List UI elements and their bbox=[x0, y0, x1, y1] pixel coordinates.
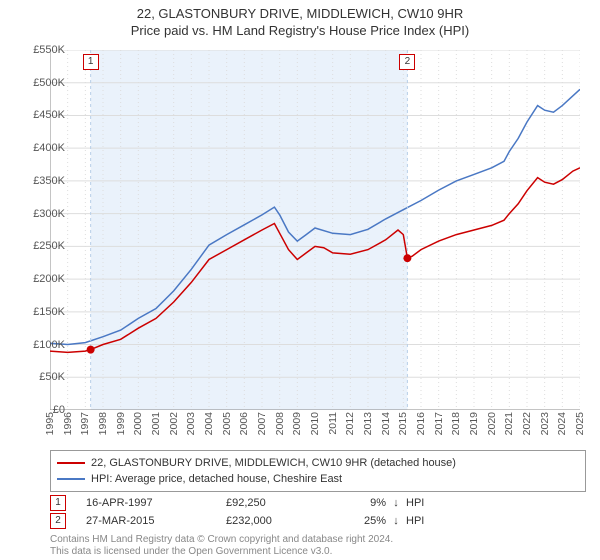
title-line1: 22, GLASTONBURY DRIVE, MIDDLEWICH, CW10 … bbox=[0, 6, 600, 21]
x-tick-label: 1996 bbox=[62, 412, 74, 435]
x-tick-label: 2007 bbox=[256, 412, 268, 435]
transaction-tag: HPI bbox=[406, 497, 446, 509]
x-tick-label: 2020 bbox=[486, 412, 498, 435]
y-tick-label: £450K bbox=[33, 109, 65, 121]
footer-line1: Contains HM Land Registry data © Crown c… bbox=[50, 534, 393, 546]
y-tick-label: £550K bbox=[33, 44, 65, 56]
transaction-pct: 25% bbox=[326, 515, 386, 527]
legend: 22, GLASTONBURY DRIVE, MIDDLEWICH, CW10 … bbox=[50, 450, 586, 492]
x-tick-label: 1999 bbox=[115, 412, 127, 435]
footer-line2: This data is licensed under the Open Gov… bbox=[50, 546, 393, 558]
x-tick-label: 1997 bbox=[79, 412, 91, 435]
transactions-table: 1 16-APR-1997£92,2509%↓HPI 2 27-MAR-2015£23… bbox=[50, 494, 446, 530]
x-tick-label: 2022 bbox=[521, 412, 533, 435]
x-tick-label: 2025 bbox=[574, 412, 586, 435]
chart-container: 22, GLASTONBURY DRIVE, MIDDLEWICH, CW10 … bbox=[0, 0, 600, 560]
x-tick-label: 2019 bbox=[468, 412, 480, 435]
legend-swatch bbox=[57, 462, 85, 464]
y-tick-label: £150K bbox=[33, 306, 65, 318]
x-tick-label: 2004 bbox=[203, 412, 215, 435]
title-block: 22, GLASTONBURY DRIVE, MIDDLEWICH, CW10 … bbox=[0, 0, 600, 38]
y-tick-label: £200K bbox=[33, 273, 65, 285]
transaction-row: 2 27-MAR-2015£232,00025%↓HPI bbox=[50, 512, 446, 530]
x-tick-label: 1998 bbox=[97, 412, 109, 435]
transaction-price: £232,000 bbox=[226, 515, 326, 527]
footer: Contains HM Land Registry data © Crown c… bbox=[50, 534, 393, 558]
legend-swatch bbox=[57, 478, 85, 480]
y-tick-label: £500K bbox=[33, 77, 65, 89]
x-tick-label: 2011 bbox=[327, 412, 339, 435]
x-tick-label: 2021 bbox=[503, 412, 515, 435]
x-tick-label: 2001 bbox=[150, 412, 162, 435]
legend-label: HPI: Average price, detached house, Ches… bbox=[91, 473, 342, 485]
y-tick-label: £100K bbox=[33, 339, 65, 351]
legend-row: 22, GLASTONBURY DRIVE, MIDDLEWICH, CW10 … bbox=[57, 455, 579, 471]
transaction-price: £92,250 bbox=[226, 497, 326, 509]
x-tick-label: 2010 bbox=[309, 412, 321, 435]
x-tick-label: 2018 bbox=[450, 412, 462, 435]
x-tick-label: 1995 bbox=[44, 412, 56, 435]
legend-row: HPI: Average price, detached house, Ches… bbox=[57, 471, 579, 487]
x-tick-label: 2000 bbox=[132, 412, 144, 435]
x-tick-label: 2015 bbox=[397, 412, 409, 435]
transaction-marker-id: 2 bbox=[50, 513, 66, 529]
transaction-date: 27-MAR-2015 bbox=[86, 515, 226, 527]
x-tick-label: 2008 bbox=[274, 412, 286, 435]
transaction-marker: 2 bbox=[399, 54, 415, 70]
chart-area bbox=[50, 50, 580, 410]
x-tick-label: 2017 bbox=[433, 412, 445, 435]
x-tick-label: 2014 bbox=[380, 412, 392, 435]
transaction-tag: HPI bbox=[406, 515, 446, 527]
x-tick-label: 2002 bbox=[168, 412, 180, 435]
y-tick-label: £300K bbox=[33, 208, 65, 220]
legend-label: 22, GLASTONBURY DRIVE, MIDDLEWICH, CW10 … bbox=[91, 457, 456, 469]
x-tick-label: 2012 bbox=[344, 412, 356, 435]
x-tick-label: 2003 bbox=[185, 412, 197, 435]
transaction-row: 1 16-APR-1997£92,2509%↓HPI bbox=[50, 494, 446, 512]
x-tick-label: 2013 bbox=[362, 412, 374, 435]
y-tick-label: £50K bbox=[39, 371, 65, 383]
arrow-down-icon: ↓ bbox=[386, 515, 406, 527]
x-tick-label: 2005 bbox=[221, 412, 233, 435]
x-tick-label: 2024 bbox=[556, 412, 568, 435]
y-tick-label: £350K bbox=[33, 175, 65, 187]
transaction-pct: 9% bbox=[326, 497, 386, 509]
transaction-date: 16-APR-1997 bbox=[86, 497, 226, 509]
y-tick-label: £250K bbox=[33, 240, 65, 252]
x-tick-label: 2016 bbox=[415, 412, 427, 435]
x-tick-label: 2009 bbox=[291, 412, 303, 435]
chart-svg bbox=[50, 50, 580, 410]
arrow-down-icon: ↓ bbox=[386, 497, 406, 509]
x-tick-label: 2006 bbox=[238, 412, 250, 435]
title-line2: Price paid vs. HM Land Registry's House … bbox=[0, 23, 600, 38]
y-tick-label: £400K bbox=[33, 142, 65, 154]
transaction-marker: 1 bbox=[83, 54, 99, 70]
x-tick-label: 2023 bbox=[539, 412, 551, 435]
transaction-marker-id: 1 bbox=[50, 495, 66, 511]
